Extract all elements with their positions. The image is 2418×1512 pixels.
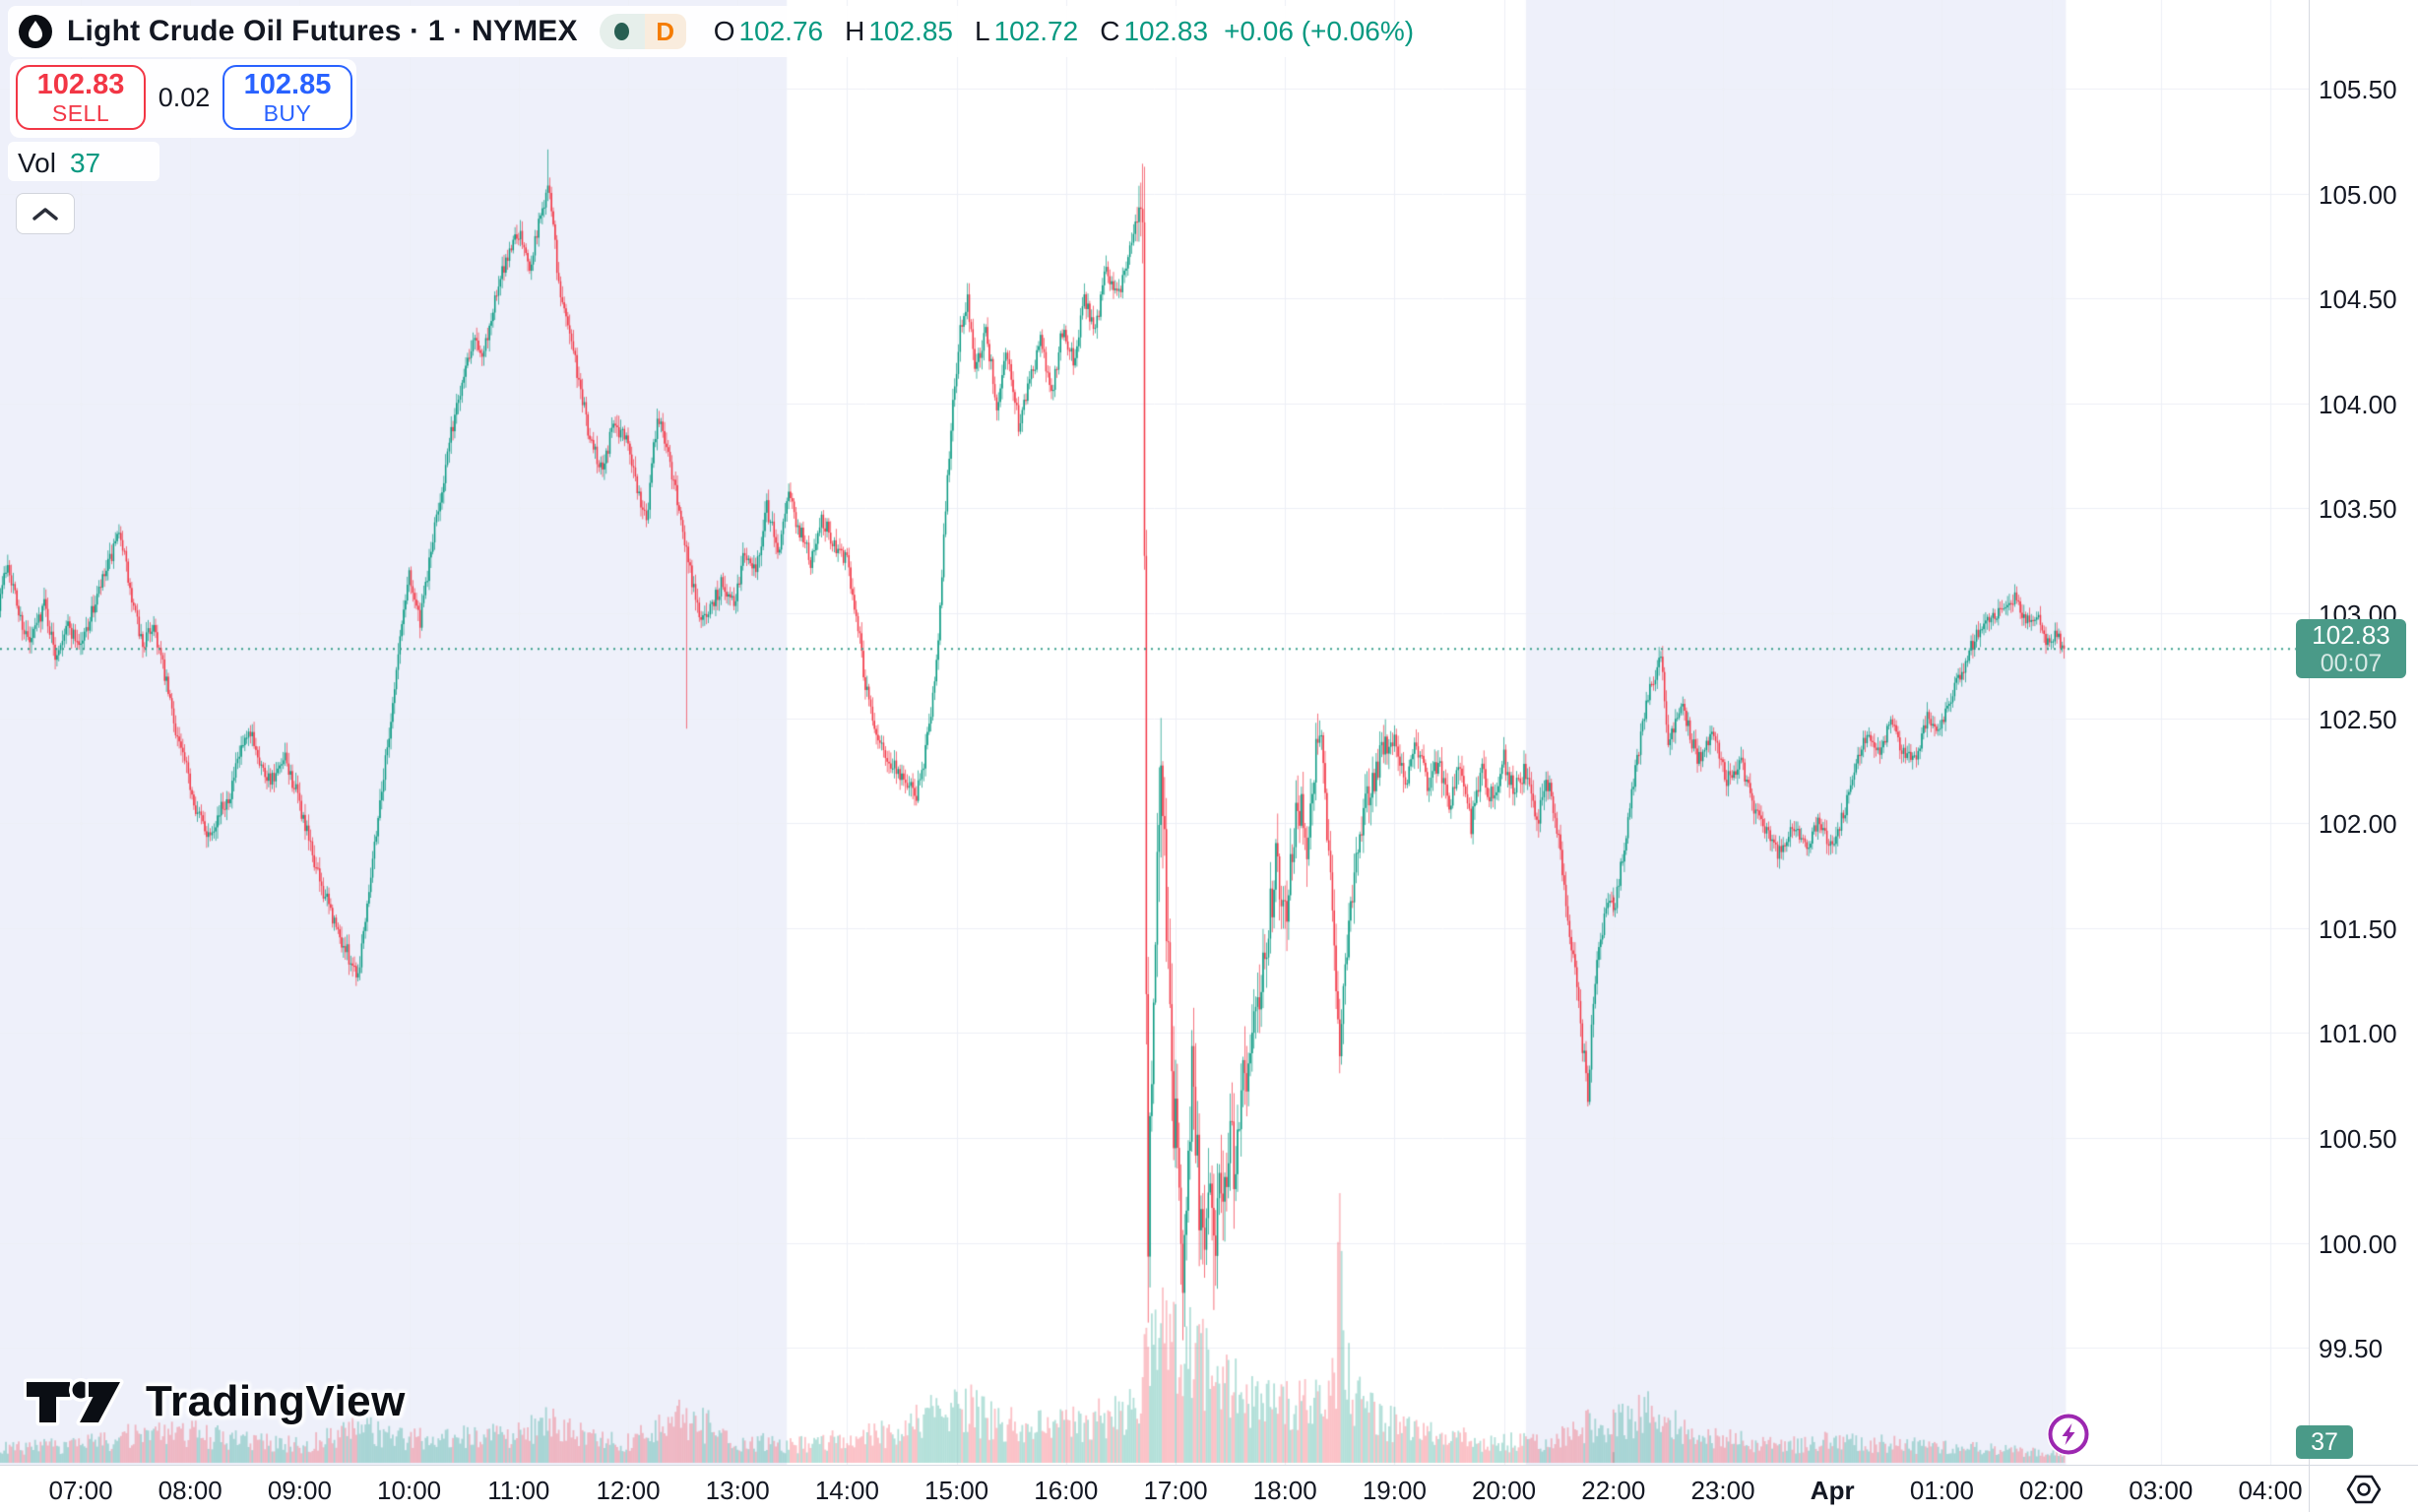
lightning-icon bbox=[2062, 1423, 2075, 1445]
sell-price: 102.83 bbox=[36, 68, 125, 100]
time-tick-label: 14:00 bbox=[814, 1476, 879, 1505]
bar-countdown: 00:07 bbox=[2320, 650, 2383, 678]
last-volume-badge: 37 bbox=[2296, 1425, 2353, 1459]
time-tick-label: 10:00 bbox=[377, 1476, 442, 1505]
price-tick-label: 101.00 bbox=[2319, 1019, 2397, 1049]
candlestick-chart-pane[interactable] bbox=[0, 0, 2309, 1465]
watermark-label: TradingView bbox=[146, 1377, 406, 1425]
volume-row: Vol 37 bbox=[18, 148, 100, 179]
market-status-dot-icon bbox=[599, 14, 645, 49]
price-tick-label: 103.50 bbox=[2319, 494, 2397, 525]
time-tick-label: 22:00 bbox=[1581, 1476, 1646, 1505]
high-label: H bbox=[845, 16, 865, 46]
price-tick-label: 101.50 bbox=[2319, 914, 2397, 944]
time-tick-label: 03:00 bbox=[2129, 1476, 2194, 1505]
tradingview-logo-icon bbox=[24, 1378, 124, 1426]
time-tick-label: 15:00 bbox=[924, 1476, 989, 1505]
symbol-title[interactable]: Light Crude Oil Futures · 1 · NYMEX bbox=[67, 15, 578, 47]
time-tick-label: 09:00 bbox=[267, 1476, 332, 1505]
time-tick-label: 01:00 bbox=[1909, 1476, 1974, 1505]
price-tick-label: 102.50 bbox=[2319, 704, 2397, 734]
price-tick-label: 105.00 bbox=[2319, 179, 2397, 210]
time-axis[interactable]: 07:00 08:00 09:00 10:00 11:00 12:00 13:00 14:00… bbox=[0, 1465, 2309, 1512]
last-price-label: 102.83 00:07 bbox=[2296, 619, 2406, 679]
time-tick-label: 23:00 bbox=[1690, 1476, 1755, 1505]
buy-label: BUY bbox=[263, 99, 312, 126]
time-tick-label: 08:00 bbox=[158, 1476, 223, 1505]
eye-icon[interactable] bbox=[2345, 1474, 2383, 1505]
close-label: C bbox=[1100, 16, 1120, 46]
time-tick-label: Apr bbox=[1810, 1476, 1855, 1505]
time-tick-label: 19:00 bbox=[1362, 1476, 1427, 1505]
buy-button[interactable]: 102.85 BUY bbox=[223, 65, 352, 130]
price-tick-label: 100.00 bbox=[2319, 1228, 2397, 1259]
price-tick-label: 99.50 bbox=[2319, 1334, 2384, 1364]
volume-value: 37 bbox=[69, 148, 101, 178]
sell-label: SELL bbox=[51, 99, 110, 126]
change-value: +0.06 (+0.06%) bbox=[1224, 16, 1415, 46]
collapse-legend-button[interactable] bbox=[16, 193, 75, 234]
time-tick-label: 17:00 bbox=[1143, 1476, 1208, 1505]
buy-price: 102.85 bbox=[243, 68, 332, 100]
time-tick-label: 13:00 bbox=[705, 1476, 770, 1505]
price-tick-label: 102.00 bbox=[2319, 809, 2397, 840]
instant-trading-button[interactable] bbox=[2046, 1412, 2091, 1457]
last-price-value: 102.83 bbox=[2312, 620, 2390, 651]
low-label: L bbox=[974, 16, 990, 46]
price-axis[interactable]: 105.50 105.00 104.50 104.00 103.50 103.00 102.… bbox=[2309, 0, 2418, 1465]
trade-panel: 102.83 SELL 0.02 102.85 BUY bbox=[16, 65, 352, 130]
delayed-data-badge: D bbox=[644, 14, 686, 49]
price-tick-label: 100.50 bbox=[2319, 1124, 2397, 1154]
time-tick-label: 07:00 bbox=[48, 1476, 113, 1505]
ohlc-readout: O 102.76 H 102.85 L 102.72 C 102.83 +0.06 (+… bbox=[714, 16, 1414, 47]
price-tick-label: 104.00 bbox=[2319, 389, 2397, 419]
low-value: 102.72 bbox=[993, 16, 1079, 46]
price-tick-label: 104.50 bbox=[2319, 284, 2397, 315]
axis-corner bbox=[2309, 1465, 2418, 1512]
time-tick-label: 12:00 bbox=[596, 1476, 661, 1505]
high-value: 102.85 bbox=[868, 16, 953, 46]
open-value: 102.76 bbox=[738, 16, 824, 46]
time-tick-label: 20:00 bbox=[1472, 1476, 1537, 1505]
crude-oil-symbol-icon bbox=[19, 15, 52, 48]
time-tick-label: 04:00 bbox=[2238, 1476, 2303, 1505]
close-value: 102.83 bbox=[1123, 16, 1209, 46]
time-tick-label: 02:00 bbox=[2019, 1476, 2084, 1505]
chevron-up-icon bbox=[32, 208, 58, 220]
spread-value: 0.02 bbox=[158, 82, 211, 112]
sell-button[interactable]: 102.83 SELL bbox=[16, 65, 146, 130]
open-label: O bbox=[713, 16, 735, 46]
time-tick-label: 11:00 bbox=[487, 1476, 550, 1505]
volume-row-background bbox=[8, 142, 159, 181]
price-tick-label: 105.50 bbox=[2319, 75, 2397, 104]
volume-label: Vol bbox=[18, 148, 56, 178]
time-tick-label: 18:00 bbox=[1252, 1476, 1317, 1505]
market-status-pill[interactable]: D bbox=[599, 14, 686, 49]
tradingview-watermark: TradingView bbox=[24, 1376, 406, 1427]
time-tick-label: 16:00 bbox=[1034, 1476, 1099, 1505]
